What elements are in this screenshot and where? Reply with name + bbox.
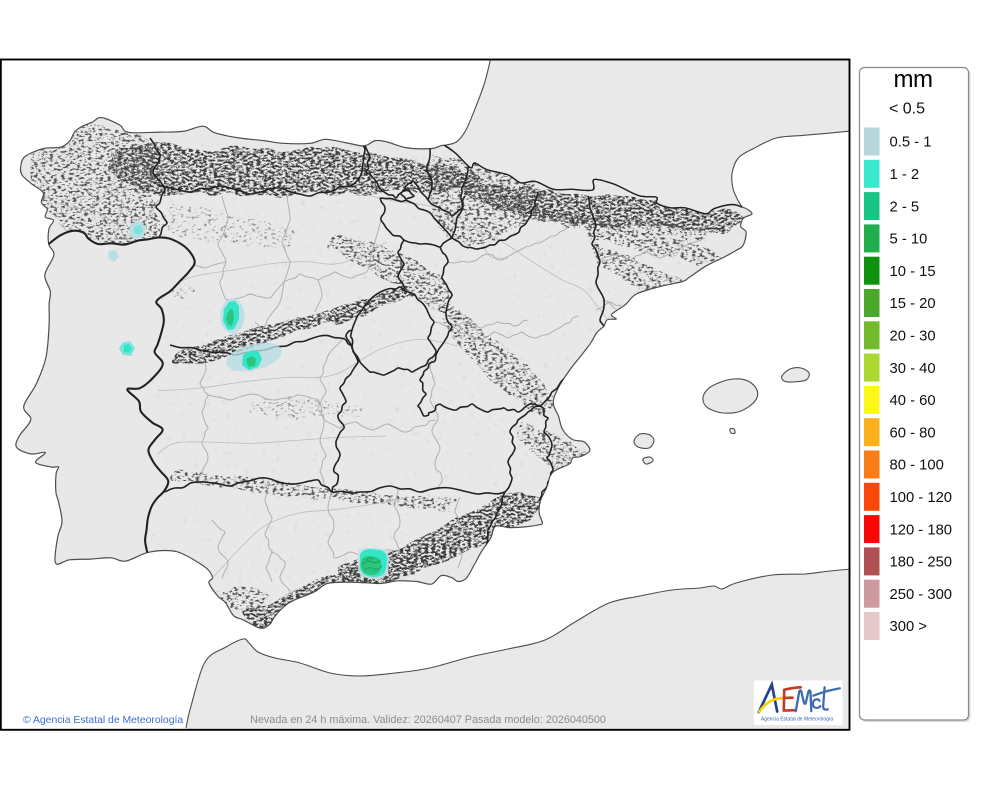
svg-text:15 - 20: 15 - 20 xyxy=(890,296,936,312)
svg-text:180 - 250: 180 - 250 xyxy=(890,555,953,571)
svg-text:< 0.5: < 0.5 xyxy=(889,101,925,118)
svg-text:10 - 15: 10 - 15 xyxy=(890,264,936,280)
svg-text:120 - 180: 120 - 180 xyxy=(890,522,953,538)
svg-text:100 - 120: 100 - 120 xyxy=(890,490,953,506)
svg-text:Nevada en 24 h máxima. Validez: Nevada en 24 h máxima. Validez: 20260407… xyxy=(250,714,606,726)
svg-text:300 >: 300 > xyxy=(890,619,927,635)
svg-text:2 - 5: 2 - 5 xyxy=(890,199,920,215)
svg-text:Agencia Estatal de Meteorologí: Agencia Estatal de Meteorología xyxy=(761,717,833,723)
svg-text:5 - 10: 5 - 10 xyxy=(890,232,928,248)
svg-text:© Agencia Estatal de Meteorolo: © Agencia Estatal de Meteorología xyxy=(23,715,183,726)
svg-text:30 - 40: 30 - 40 xyxy=(890,361,936,377)
svg-text:40 - 60: 40 - 60 xyxy=(890,393,936,409)
svg-text:250 - 300: 250 - 300 xyxy=(890,587,953,603)
svg-text:0.5 - 1: 0.5 - 1 xyxy=(890,135,932,151)
svg-text:60 - 80: 60 - 80 xyxy=(890,425,936,441)
svg-text:20 - 30: 20 - 30 xyxy=(890,329,936,345)
svg-text:mm: mm xyxy=(894,66,933,93)
svg-text:1 - 2: 1 - 2 xyxy=(890,167,920,183)
svg-text:80 - 100: 80 - 100 xyxy=(890,458,944,474)
